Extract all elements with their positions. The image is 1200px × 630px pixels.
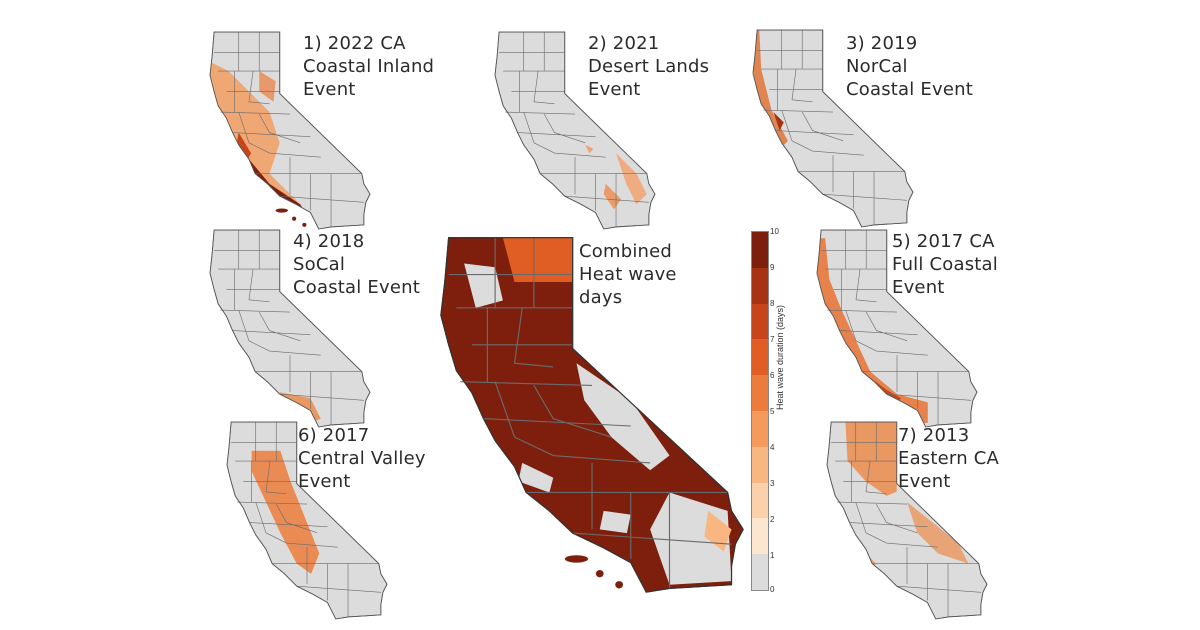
combined-label-line: Combined (579, 241, 673, 262)
tick-label: 0 (770, 585, 775, 594)
tick-label: 5 (770, 407, 775, 416)
colorbar-segment-6 (752, 339, 768, 376)
colorbar-segment-4 (752, 411, 768, 447)
panel-label-line: Eastern CA (898, 448, 1000, 469)
tick-label: 6 (770, 371, 775, 380)
california-map-combined (439, 236, 745, 594)
panel-label-line: Coastal Event (293, 277, 420, 298)
panel-label-line: Event (588, 79, 641, 100)
combined-label-line: Heat wave (579, 264, 677, 285)
map-panel-2017-full-coastal: 5) 2017 CA Full Coastal Event (812, 228, 998, 428)
panel-label-line: Central Valley (298, 448, 426, 469)
panel-label-line: Event (298, 471, 351, 492)
map-panel-2019-norcal-coastal: 3) 2019 NorCal Coastal Event (748, 28, 973, 228)
panel-label-line: Event (303, 79, 356, 100)
map-panel-combined: Combined Heat wave days (437, 234, 747, 594)
california-map (494, 31, 656, 230)
tick-label: 3 (770, 479, 775, 488)
panel-label-line: 5) 2017 CA (892, 231, 995, 252)
tick-label: 1 (770, 551, 775, 560)
colorbar (751, 231, 769, 591)
california-map (226, 421, 388, 620)
panel-label-line: 2) 2021 (588, 33, 660, 54)
tick-label: 9 (770, 263, 775, 272)
colorbar-segment-5 (752, 375, 768, 412)
california-map (209, 31, 371, 230)
california-map (826, 421, 988, 620)
panel-label-line: 4) 2018 (293, 231, 365, 252)
map-panel-2013-eastern: 7) 2013 Eastern CA Event (822, 420, 999, 620)
colorbar-segment-2 (752, 482, 768, 519)
map-panel-2022-coastal-inland: 1) 2022 CA Coastal Inland Event (205, 30, 434, 230)
panel-label-line: 3) 2019 (846, 33, 918, 54)
panel-label-line: Event (892, 277, 945, 298)
colorbar-segment-3 (752, 446, 768, 483)
panel-label-line: SoCal (293, 254, 346, 275)
combined-label-line: days (579, 287, 623, 308)
colorbar-segment-8 (752, 267, 768, 304)
california-map (752, 29, 914, 228)
california-map (816, 229, 978, 428)
tick-label: 7 (770, 335, 775, 344)
colorbar-segment-7 (752, 303, 768, 340)
panel-label-line: Full Coastal (892, 254, 998, 275)
map-panel-2021-desert: 2) 2021 Desert Lands Event (490, 30, 709, 230)
tick-label: 10 (770, 227, 779, 236)
colorbar-ticks: 10 9 8 7 6 5 4 3 2 1 0 (770, 225, 790, 595)
tick-label: 8 (770, 299, 775, 308)
colorbar-segment-9 (752, 232, 768, 268)
panel-label-line: 1) 2022 CA (303, 33, 406, 54)
panel-label-line: 7) 2013 (898, 425, 970, 446)
panel-label-line: Coastal Event (846, 79, 973, 100)
colorbar-segment-0 (752, 554, 768, 590)
map-panel-2017-central-valley: 6) 2017 Central Valley Event (222, 420, 426, 620)
panel-label-line: Desert Lands (588, 56, 710, 77)
map-panel-2018-socal-coastal: 4) 2018 SoCal Coastal Event (205, 228, 420, 428)
panel-label-line: 6) 2017 (298, 425, 370, 446)
colorbar-title: Heat wave duration (days) (775, 304, 785, 410)
tick-label: 2 (770, 515, 775, 524)
panel-label-line: Event (898, 471, 951, 492)
tick-label: 4 (770, 443, 775, 452)
panel-label-line: Coastal Inland (303, 56, 435, 77)
colorbar-segment-1 (752, 518, 768, 555)
panel-label-line: NorCal (846, 56, 908, 77)
california-map (209, 229, 371, 428)
